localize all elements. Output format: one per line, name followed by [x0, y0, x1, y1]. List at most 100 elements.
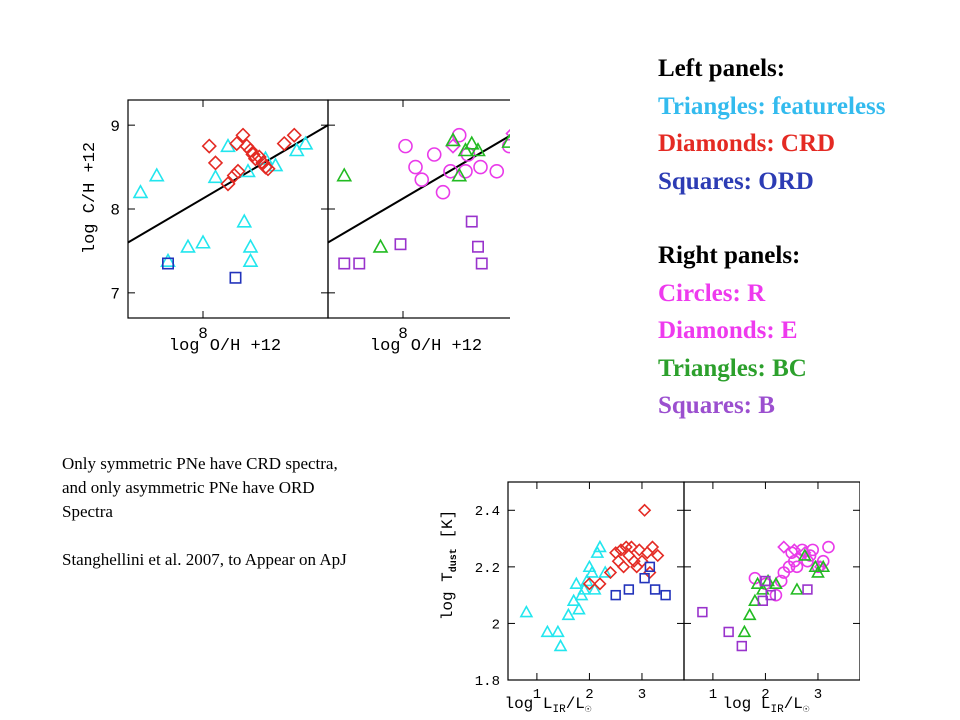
data-point-triangle	[569, 576, 584, 590]
data-point-diamond	[614, 543, 628, 557]
panel-frame	[683, 481, 860, 681]
data-point-circle	[408, 159, 423, 175]
data-point-triangle	[593, 539, 607, 553]
data-point-triangle	[598, 565, 613, 578]
data-point-square	[697, 606, 708, 618]
data-point-triangle	[267, 157, 284, 172]
y-tick-label: 1.8	[475, 674, 500, 690]
data-point-triangle	[336, 167, 353, 182]
data-point-circle	[769, 588, 783, 602]
data-point-triangle	[585, 565, 599, 578]
data-point-square	[162, 257, 175, 270]
data-point-triangle	[160, 252, 176, 267]
data-point-triangle	[816, 559, 831, 573]
data-point-triangle	[445, 132, 461, 147]
legend-left-item-squares: Squares: ORD	[658, 167, 814, 195]
x-tick-label: 8	[198, 325, 208, 343]
trend-line	[327, 134, 510, 244]
data-point-diamond	[201, 138, 217, 154]
data-point-triangle	[501, 133, 510, 148]
data-point-circle	[489, 163, 505, 179]
legend-block: Left panels: Triangles: featureless Diam…	[658, 50, 886, 425]
data-point-diamond	[230, 163, 246, 179]
data-point-square	[802, 584, 813, 595]
data-point-triangle	[207, 168, 224, 184]
data-point-triangle	[742, 607, 757, 621]
data-point-diamond	[220, 176, 236, 192]
y-tick-label: 9	[110, 118, 120, 136]
data-point-circle	[790, 560, 804, 574]
data-point-diamond	[229, 135, 245, 152]
data-point-square	[765, 589, 776, 601]
data-point-square	[394, 238, 407, 251]
data-point-diamond	[632, 543, 646, 557]
data-point-square	[760, 575, 771, 587]
data-point-diamond	[635, 554, 649, 568]
data-point-diamond	[624, 540, 639, 554]
data-point-triangle	[132, 184, 149, 199]
x-tick-label: 2	[585, 687, 593, 703]
data-point-diamond	[798, 546, 812, 560]
data-point-diamond	[235, 127, 251, 143]
bottom-figure: 1 2 3 1.8 2 2.2 2.4 1 2 3 log LIR/L☉ log LIR/L☉ l…	[439, 481, 860, 716]
data-point-diamond	[616, 560, 631, 574]
panel-bottom-left: 1 2 3 1.8 2 2.2 2.4	[475, 481, 685, 703]
data-point-circle	[435, 184, 451, 200]
series-square-blue	[162, 257, 242, 284]
data-point-circle	[803, 549, 817, 562]
data-point-square	[723, 626, 734, 638]
series-diamond-magenta	[445, 128, 510, 154]
series-circle-magenta	[398, 127, 510, 200]
data-point-triangle	[769, 576, 783, 590]
data-point-circle	[426, 147, 442, 162]
series-square-purple	[697, 575, 813, 652]
data-point-square	[475, 257, 488, 270]
data-point-square	[338, 257, 351, 270]
data-point-triangle	[180, 238, 196, 253]
bottom-panels: 1 2 3 1.8 2 2.2 2.4 1 2 3	[475, 481, 860, 703]
panel-frame	[507, 481, 685, 681]
data-point-diamond	[582, 577, 597, 591]
panel-top-right: 8	[327, 99, 510, 343]
legend-right-item-triangles: Triangles: BC	[658, 354, 807, 382]
y-tick-label: 8	[110, 202, 120, 220]
data-point-triangle	[470, 142, 486, 157]
data-point-diamond	[645, 540, 660, 554]
bottom-left-x-axis-label: log LIR/L☉	[504, 695, 591, 716]
data-point-triangle	[737, 624, 752, 638]
data-point-triangle	[242, 252, 259, 267]
caption-text-1: Only symmetric PNe have CRD spectra, and…	[62, 454, 338, 521]
x-tick-label: 8	[398, 325, 408, 343]
data-point-triangle	[561, 607, 576, 621]
data-point-triangle	[797, 548, 812, 561]
data-point-diamond	[445, 138, 461, 154]
series-triangle-green	[336, 132, 510, 253]
data-point-circle	[822, 540, 835, 554]
top-y-axis-label: log C/H +12	[81, 142, 100, 254]
data-point-diamond	[505, 128, 510, 139]
data-point-triangle	[579, 573, 594, 587]
data-point-circle	[398, 138, 413, 154]
data-point-triangle	[755, 582, 770, 595]
bottom-y-axis-label: log Tdust [K]	[439, 510, 460, 620]
data-point-triangle	[551, 624, 565, 638]
series-square-purple	[338, 215, 488, 270]
bottom-right-x-axis-label: log LIR/L☉	[722, 695, 809, 716]
caption-note: Only symmetric PNe have CRD spectra, and…	[62, 452, 362, 572]
data-point-diamond	[593, 577, 607, 591]
data-point-diamond	[251, 149, 267, 165]
data-point-diamond	[777, 540, 791, 554]
data-point-triangle	[457, 142, 474, 157]
data-point-triangle	[236, 213, 253, 228]
x-tick-label: 3	[638, 687, 646, 703]
panel-bottom-right: 1 2 3	[683, 481, 860, 703]
data-point-triangle	[148, 167, 165, 182]
data-point-diamond	[207, 155, 224, 171]
legend-right-item-circles: Circles: R	[658, 279, 766, 307]
data-point-triangle	[463, 135, 480, 150]
data-point-triangle	[553, 638, 568, 652]
data-point-diamond	[651, 548, 665, 563]
data-point-circle	[816, 554, 830, 568]
data-point-diamond	[286, 127, 302, 143]
y-tick-label: 2.2	[475, 561, 500, 577]
